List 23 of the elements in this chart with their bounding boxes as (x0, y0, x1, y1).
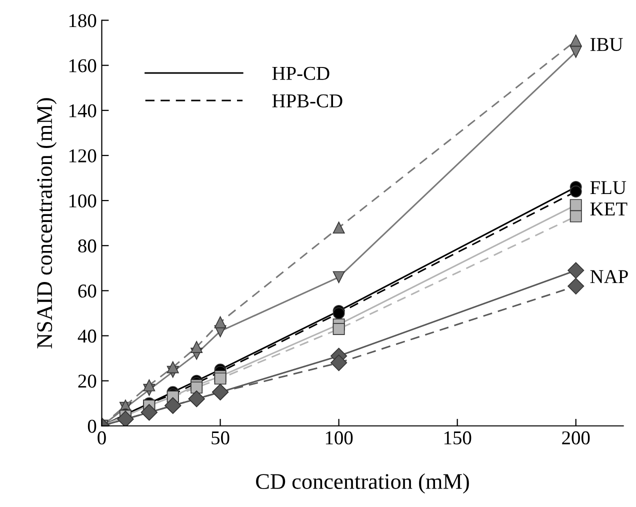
y-tick-label: 40 (78, 330, 96, 343)
x-tick-label: 150 (444, 431, 472, 444)
y-tick-label: 20 (78, 374, 96, 388)
annotation: FLU (590, 181, 626, 194)
legend-label: HPB-CD (272, 94, 342, 108)
x-tick-label: 200 (562, 431, 590, 444)
y-tick-label: 160 (69, 59, 96, 72)
annotation: KET (590, 202, 628, 216)
y-tick-label: 0 (88, 420, 96, 433)
legend-label: HP-CD (272, 66, 330, 80)
y-tick-label: 180 (69, 14, 96, 28)
y-tick-label: 60 (78, 284, 96, 298)
y-tick-label: 120 (69, 149, 96, 162)
y-tick-label: 140 (69, 104, 96, 118)
annotation: NAP (590, 270, 628, 283)
y-axis-title: NSAID concentration (mM) (36, 98, 57, 348)
x-tick-label: 50 (212, 431, 230, 444)
y-tick-label: 100 (69, 194, 96, 208)
x-tick-label: 0 (98, 431, 106, 444)
y-tick-label: 80 (78, 239, 96, 253)
x-tick-label: 100 (326, 431, 353, 444)
x-axis-title: CD concentration (mM) (256, 473, 469, 494)
annotation: IBU (590, 38, 623, 52)
